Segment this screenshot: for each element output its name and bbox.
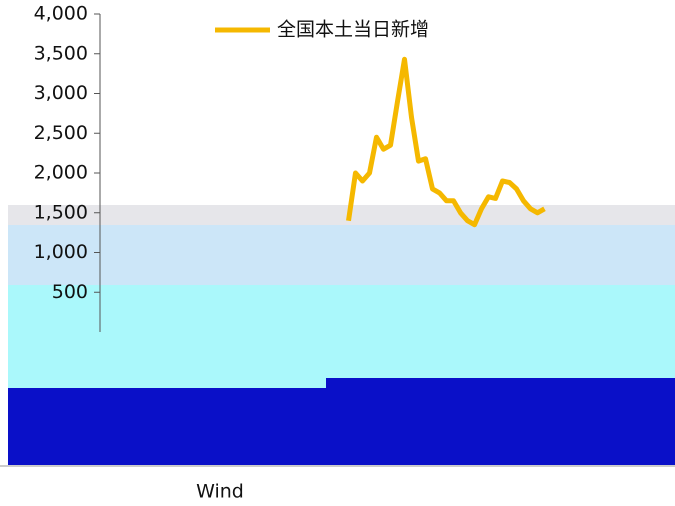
y-tick-label: 2,500	[34, 122, 88, 144]
source: Wind	[196, 481, 244, 503]
y-tick-label: 500	[52, 281, 88, 303]
y-tick-label: 2,000	[34, 162, 88, 184]
y-tick-label: 1,500	[34, 201, 88, 223]
overlay-band	[326, 378, 675, 465]
overlay-band	[8, 388, 326, 465]
y-tick-label: 3,500	[34, 42, 88, 64]
y-tick-label: 4,000	[34, 3, 88, 25]
series-line	[346, 56, 546, 228]
y-tick-label: 1,000	[34, 241, 88, 263]
overlay-band	[8, 205, 675, 225]
overlay-band	[8, 225, 675, 285]
y-tick-label: 3,000	[34, 82, 88, 104]
legend-label: 全国本土当日新增	[277, 19, 429, 41]
overlay-band	[8, 285, 675, 388]
